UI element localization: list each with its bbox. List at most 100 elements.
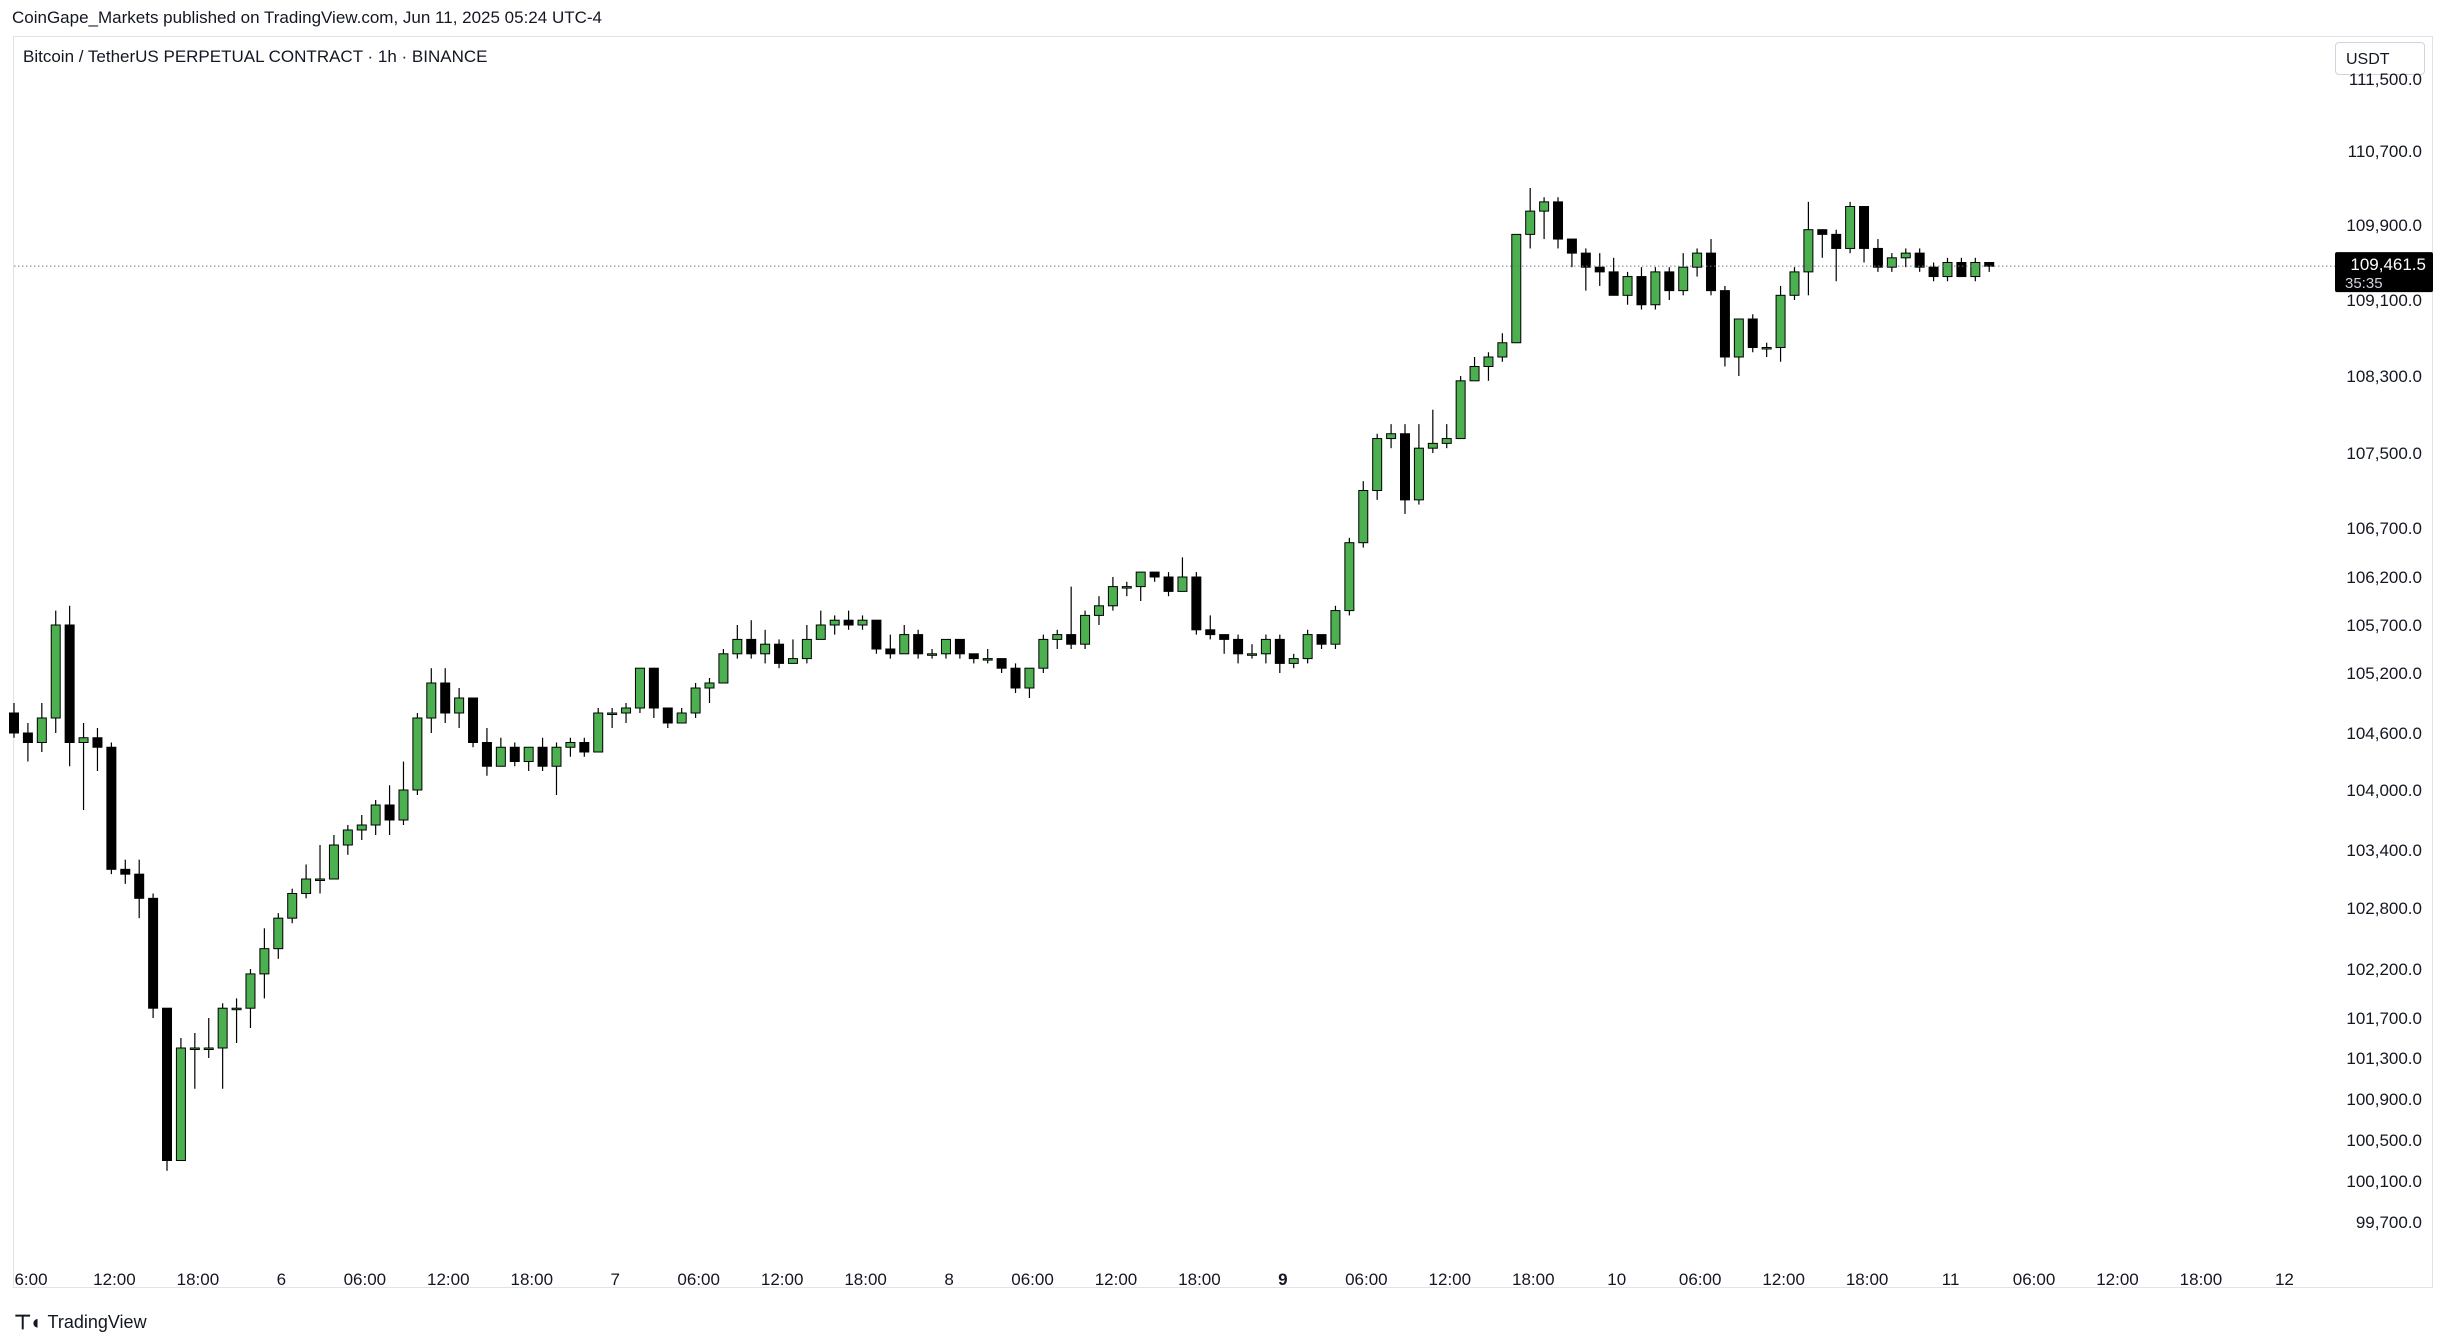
candle-body [815, 624, 826, 640]
candle [676, 708, 687, 724]
candle [1358, 481, 1369, 548]
last-price-box [2335, 252, 2433, 293]
candle [1386, 424, 1397, 449]
tradingview-logo[interactable]: ⊤◖ TradingView [14, 1310, 147, 1335]
candle [315, 845, 326, 894]
candle [1302, 629, 1313, 664]
candle [301, 864, 312, 899]
y-tick-label: 106,700.0 [2346, 519, 2422, 538]
candle [454, 688, 465, 728]
candle-body [259, 948, 270, 975]
candle [1566, 238, 1577, 268]
candle-body [718, 653, 729, 684]
y-tick-label-partial: 111,500.0 [2349, 70, 2422, 89]
candle-body [148, 897, 159, 1009]
candle [1177, 557, 1188, 592]
y-tick-label: 104,000.0 [2346, 781, 2422, 800]
candle-body [315, 878, 326, 881]
x-tick-label: 18:00 [1512, 1270, 1555, 1289]
candle-body [1761, 347, 1772, 350]
candle [982, 649, 993, 664]
candle [718, 649, 729, 684]
candle [746, 620, 757, 659]
candle-body [398, 789, 409, 821]
candle-body [509, 746, 520, 762]
candle-body [899, 634, 910, 655]
candle-body [662, 707, 673, 724]
candle-body [1080, 614, 1091, 645]
candle-body [1942, 262, 1953, 278]
candle-body [1566, 238, 1577, 254]
candle-body [106, 746, 117, 870]
candle-body [1706, 252, 1717, 292]
candle [189, 1033, 200, 1089]
candle [634, 667, 645, 713]
candle-body [1246, 653, 1257, 656]
candle [829, 615, 840, 635]
candle-body [495, 746, 506, 767]
candle [50, 610, 61, 733]
candle-body [1260, 638, 1271, 655]
candle-body [1066, 634, 1077, 645]
candle [1886, 253, 1897, 272]
candle [1719, 285, 1730, 367]
candle [92, 728, 103, 771]
candle-body [1928, 266, 1939, 278]
y-tick-label: 109,900.0 [2346, 216, 2422, 235]
y-tick-label: 100,500.0 [2346, 1131, 2422, 1150]
chart-title: Bitcoin / TetherUS PERPETUAL CONTRACT · … [23, 47, 488, 66]
candle-body [175, 1047, 186, 1161]
candle-body [134, 873, 145, 899]
candle [1024, 667, 1035, 698]
candle [662, 707, 673, 728]
y-tick-label: 105,700.0 [2346, 616, 2422, 635]
currency-selector[interactable]: USDT [2335, 42, 2425, 75]
candle-body [9, 712, 19, 734]
candle-body [1956, 262, 1967, 278]
candle [1706, 239, 1717, 296]
candle-body [732, 638, 743, 655]
candle-body [426, 682, 437, 719]
candle-body [621, 707, 632, 714]
candle-body [273, 917, 284, 950]
candle [370, 800, 381, 835]
candle-body [565, 742, 576, 748]
candle [1789, 267, 1800, 300]
candle-body [1233, 638, 1244, 655]
candle-body [1330, 610, 1341, 645]
x-tick-label: 18:00 [2180, 1270, 2223, 1289]
candle-body [1831, 233, 1842, 249]
candle [1942, 257, 1953, 282]
candle-body [481, 742, 492, 767]
candle-body [551, 746, 562, 767]
candle [426, 668, 437, 733]
y-tick-label: 107,500.0 [2346, 444, 2422, 463]
candle-body [913, 634, 924, 655]
candle [537, 737, 548, 771]
candle-body [1163, 576, 1174, 592]
candle-body [1900, 252, 1911, 259]
candle [1580, 248, 1591, 291]
candle [885, 634, 896, 659]
candle-body [1525, 210, 1536, 235]
candle [1121, 581, 1132, 597]
candle-body [440, 682, 451, 714]
candle-body [1413, 447, 1424, 501]
candle [1093, 596, 1104, 625]
y-tick-label: 100,100.0 [2346, 1172, 2422, 1191]
tradingview-brand-text: TradingView [47, 1312, 147, 1332]
candle-body [78, 737, 89, 743]
candle-body [287, 893, 298, 919]
candle-body [746, 638, 757, 655]
candle [356, 815, 367, 840]
candle-body [189, 1047, 200, 1050]
candle [1511, 233, 1522, 344]
x-tick-label: 12:00 [2096, 1270, 2139, 1289]
candle [815, 610, 826, 640]
candles-layer [9, 188, 1995, 1171]
candle-body [1010, 667, 1021, 689]
candle [287, 888, 298, 924]
candle [120, 859, 131, 884]
candle [1900, 248, 1911, 268]
